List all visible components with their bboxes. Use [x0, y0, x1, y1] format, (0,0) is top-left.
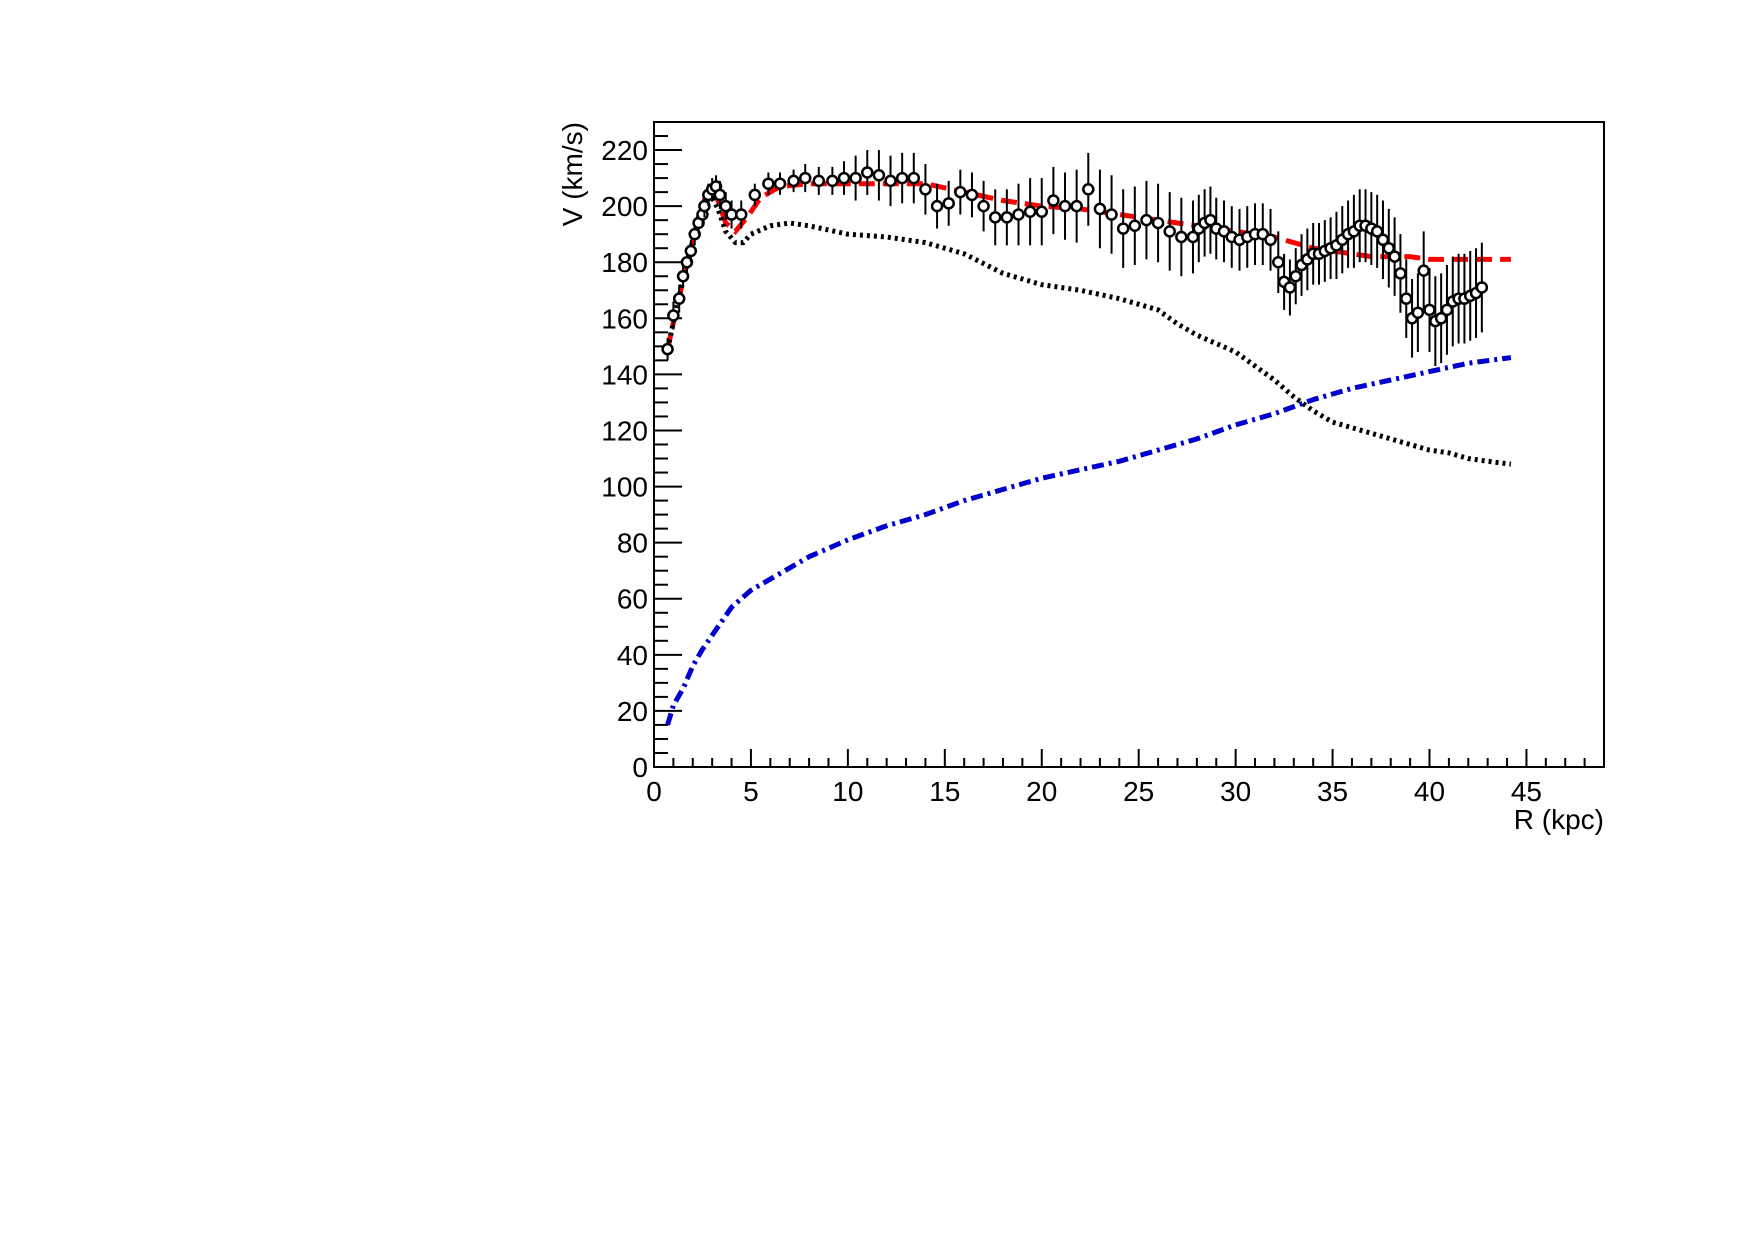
data-point [688, 227, 701, 241]
x-tick-label: 5 [743, 776, 759, 807]
x-tick-label: 20 [1026, 776, 1057, 807]
y-tick-label: 40 [617, 640, 648, 671]
data-point [977, 199, 990, 213]
data-point [907, 171, 921, 185]
series [661, 150, 1512, 726]
data-point [680, 255, 694, 269]
data-point [676, 269, 690, 283]
x-tick-label: 10 [832, 776, 863, 807]
data-point [965, 188, 979, 202]
data-point [1047, 194, 1060, 207]
data-point [1399, 292, 1413, 305]
data-point [1163, 225, 1176, 238]
data-point [884, 174, 897, 188]
data-point [1012, 208, 1025, 221]
data-point [1035, 205, 1049, 218]
x-tick-label: 35 [1317, 776, 1348, 807]
curve-dot-1 [665, 194, 1512, 467]
y-tick-label: 180 [601, 247, 648, 278]
data-point [787, 174, 800, 188]
data-point [1394, 267, 1407, 280]
data-point [826, 174, 839, 188]
data-point [1388, 250, 1401, 263]
data-point [954, 185, 967, 199]
data-point [1140, 213, 1153, 227]
data-point [762, 177, 775, 190]
y-axis-label: V (km/s) [557, 122, 588, 226]
data-point [698, 199, 711, 213]
data-point [1289, 269, 1302, 283]
x-tick-label: 45 [1511, 776, 1542, 807]
data-point [942, 197, 955, 210]
plot-border [653, 121, 1605, 768]
data-point [1264, 233, 1277, 247]
x-tick-label: 40 [1414, 776, 1445, 807]
data-point [861, 166, 874, 179]
data-point [1093, 202, 1107, 216]
y-tick-label: 120 [601, 415, 648, 446]
x-tick-label: 30 [1220, 776, 1251, 807]
data-point [1116, 222, 1130, 235]
y-tick-label: 100 [601, 472, 648, 503]
data-point [930, 199, 944, 213]
data-point [812, 174, 826, 188]
x-tick-label: 0 [646, 776, 662, 807]
plot-frame [653, 121, 1605, 768]
data-point [1175, 230, 1188, 244]
curve-dash-dot-2 [665, 355, 1512, 726]
data-point [1128, 219, 1142, 233]
data-point [988, 211, 1002, 224]
data-point [1423, 303, 1436, 317]
data-point [661, 342, 674, 356]
data-point [895, 171, 909, 185]
data-point [1105, 208, 1118, 221]
data-point [684, 244, 698, 258]
y-tick-label: 160 [601, 303, 648, 334]
y-tick-label: 20 [617, 696, 648, 727]
data-point [837, 171, 851, 185]
data-point [1070, 199, 1083, 213]
y-tick-label: 220 [601, 135, 648, 166]
data-point [1417, 264, 1430, 277]
y-tick-label: 80 [617, 528, 648, 559]
y-tick-label: 140 [601, 359, 648, 390]
y-tick-label: 0 [632, 752, 648, 783]
y-tick-label: 200 [601, 191, 648, 222]
y-tick-label: 60 [617, 584, 648, 615]
x-tick-label: 15 [929, 776, 960, 807]
data-points [661, 150, 1489, 366]
data-point [1272, 255, 1285, 269]
data-point [1475, 281, 1489, 294]
axes: 0 5 10 15 20 25 30 35 40 45 0 20 40 60 80 100 120 140 160 1… [601, 135, 1586, 807]
data-point [667, 309, 680, 322]
data-point [748, 188, 762, 202]
data-point [1023, 205, 1037, 218]
data-point [919, 183, 932, 196]
data-point [1000, 211, 1014, 224]
data-point [849, 171, 862, 185]
data-point [672, 292, 686, 305]
data-point [872, 169, 886, 182]
x-tick-label: 25 [1123, 776, 1154, 807]
x-axis-label: R (kpc) [1514, 804, 1604, 835]
data-point [734, 208, 748, 221]
data-point [1411, 306, 1425, 319]
data-point [1283, 281, 1297, 294]
data-point [798, 171, 812, 185]
data-point [1151, 216, 1165, 230]
data-point [1082, 183, 1095, 196]
data-point [713, 188, 727, 202]
data-point [1058, 199, 1072, 213]
data-point [773, 177, 787, 190]
